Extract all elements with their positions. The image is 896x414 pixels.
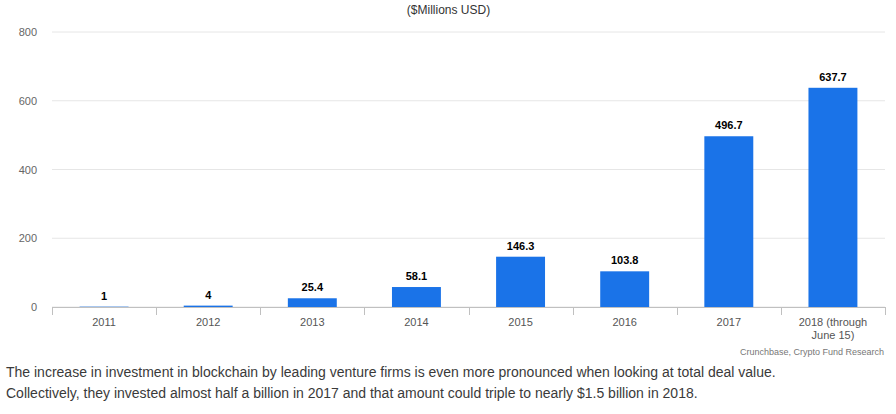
x-tick xyxy=(573,307,574,315)
y-tick-label: 800 xyxy=(19,26,37,38)
data-label: 58.1 xyxy=(406,270,427,282)
bar xyxy=(288,298,337,307)
x-tick xyxy=(885,307,886,315)
chart: ($Millions USD) 0 200 400 600 800 1 4 25.4 58.1 14… xyxy=(0,0,896,414)
x-tick xyxy=(156,307,157,315)
x-tick-label: 2015 xyxy=(508,316,532,328)
bar xyxy=(184,306,233,307)
x-tick-label-line: 2018 (through xyxy=(799,316,868,328)
data-label: 637.7 xyxy=(819,71,847,83)
x-tick-label-line: 2015 xyxy=(508,316,532,328)
x-tick-label-line: 2017 xyxy=(717,316,741,328)
caption-line: Collectively, they invested almost half … xyxy=(6,385,698,401)
bar xyxy=(392,287,441,307)
x-tick-label-line: 2016 xyxy=(612,316,636,328)
source: Crunchbase, Crypto Fund Research xyxy=(740,347,884,357)
data-label: 4 xyxy=(205,289,212,301)
data-label: 103.8 xyxy=(611,254,639,266)
x-tick-label-line: 2011 xyxy=(92,316,116,328)
bar xyxy=(808,88,857,307)
grid-line xyxy=(52,169,885,170)
x-tick-label: 2018 (throughJune 15) xyxy=(799,316,868,341)
y-tick-label: 600 xyxy=(19,95,37,107)
bar xyxy=(704,136,753,307)
bar xyxy=(496,257,545,307)
x-tick xyxy=(781,307,782,315)
x-tick xyxy=(469,307,470,315)
y-tick-label: 200 xyxy=(19,232,37,244)
x-tick-label: 2013 xyxy=(300,316,324,328)
x-tick-label: 2016 xyxy=(612,316,636,328)
x-tick xyxy=(364,307,365,315)
x-tick-label: 2011 xyxy=(92,316,116,328)
grid-line xyxy=(52,100,885,101)
x-tick-label: 2017 xyxy=(717,316,741,328)
x-tick-label: 2014 xyxy=(404,316,428,328)
data-label: 1 xyxy=(101,290,107,302)
x-tick xyxy=(677,307,678,315)
x-tick-label-line: June 15) xyxy=(812,329,855,341)
grid-line xyxy=(52,307,885,308)
bar xyxy=(80,306,129,307)
data-label: 146.3 xyxy=(507,240,535,252)
x-tick xyxy=(260,307,261,315)
data-label: 25.4 xyxy=(302,281,324,293)
title: ($Millions USD) xyxy=(407,3,490,17)
grid-line xyxy=(52,32,885,33)
caption-line: The increase in investment in blockchain… xyxy=(6,364,776,380)
x-tick-label-line: 2013 xyxy=(300,316,324,328)
x-axis-line xyxy=(52,307,885,308)
x-tick-label: 2012 xyxy=(196,316,220,328)
x-tick-label-line: 2014 xyxy=(404,316,428,328)
y-tick-label: 400 xyxy=(19,164,37,176)
bars xyxy=(80,88,858,307)
y-tick-label: 0 xyxy=(31,301,37,313)
bar xyxy=(600,271,649,307)
x-tick-label-line: 2012 xyxy=(196,316,220,328)
x-tick xyxy=(52,307,53,315)
data-label: 496.7 xyxy=(715,119,743,131)
grid-line xyxy=(52,238,885,239)
